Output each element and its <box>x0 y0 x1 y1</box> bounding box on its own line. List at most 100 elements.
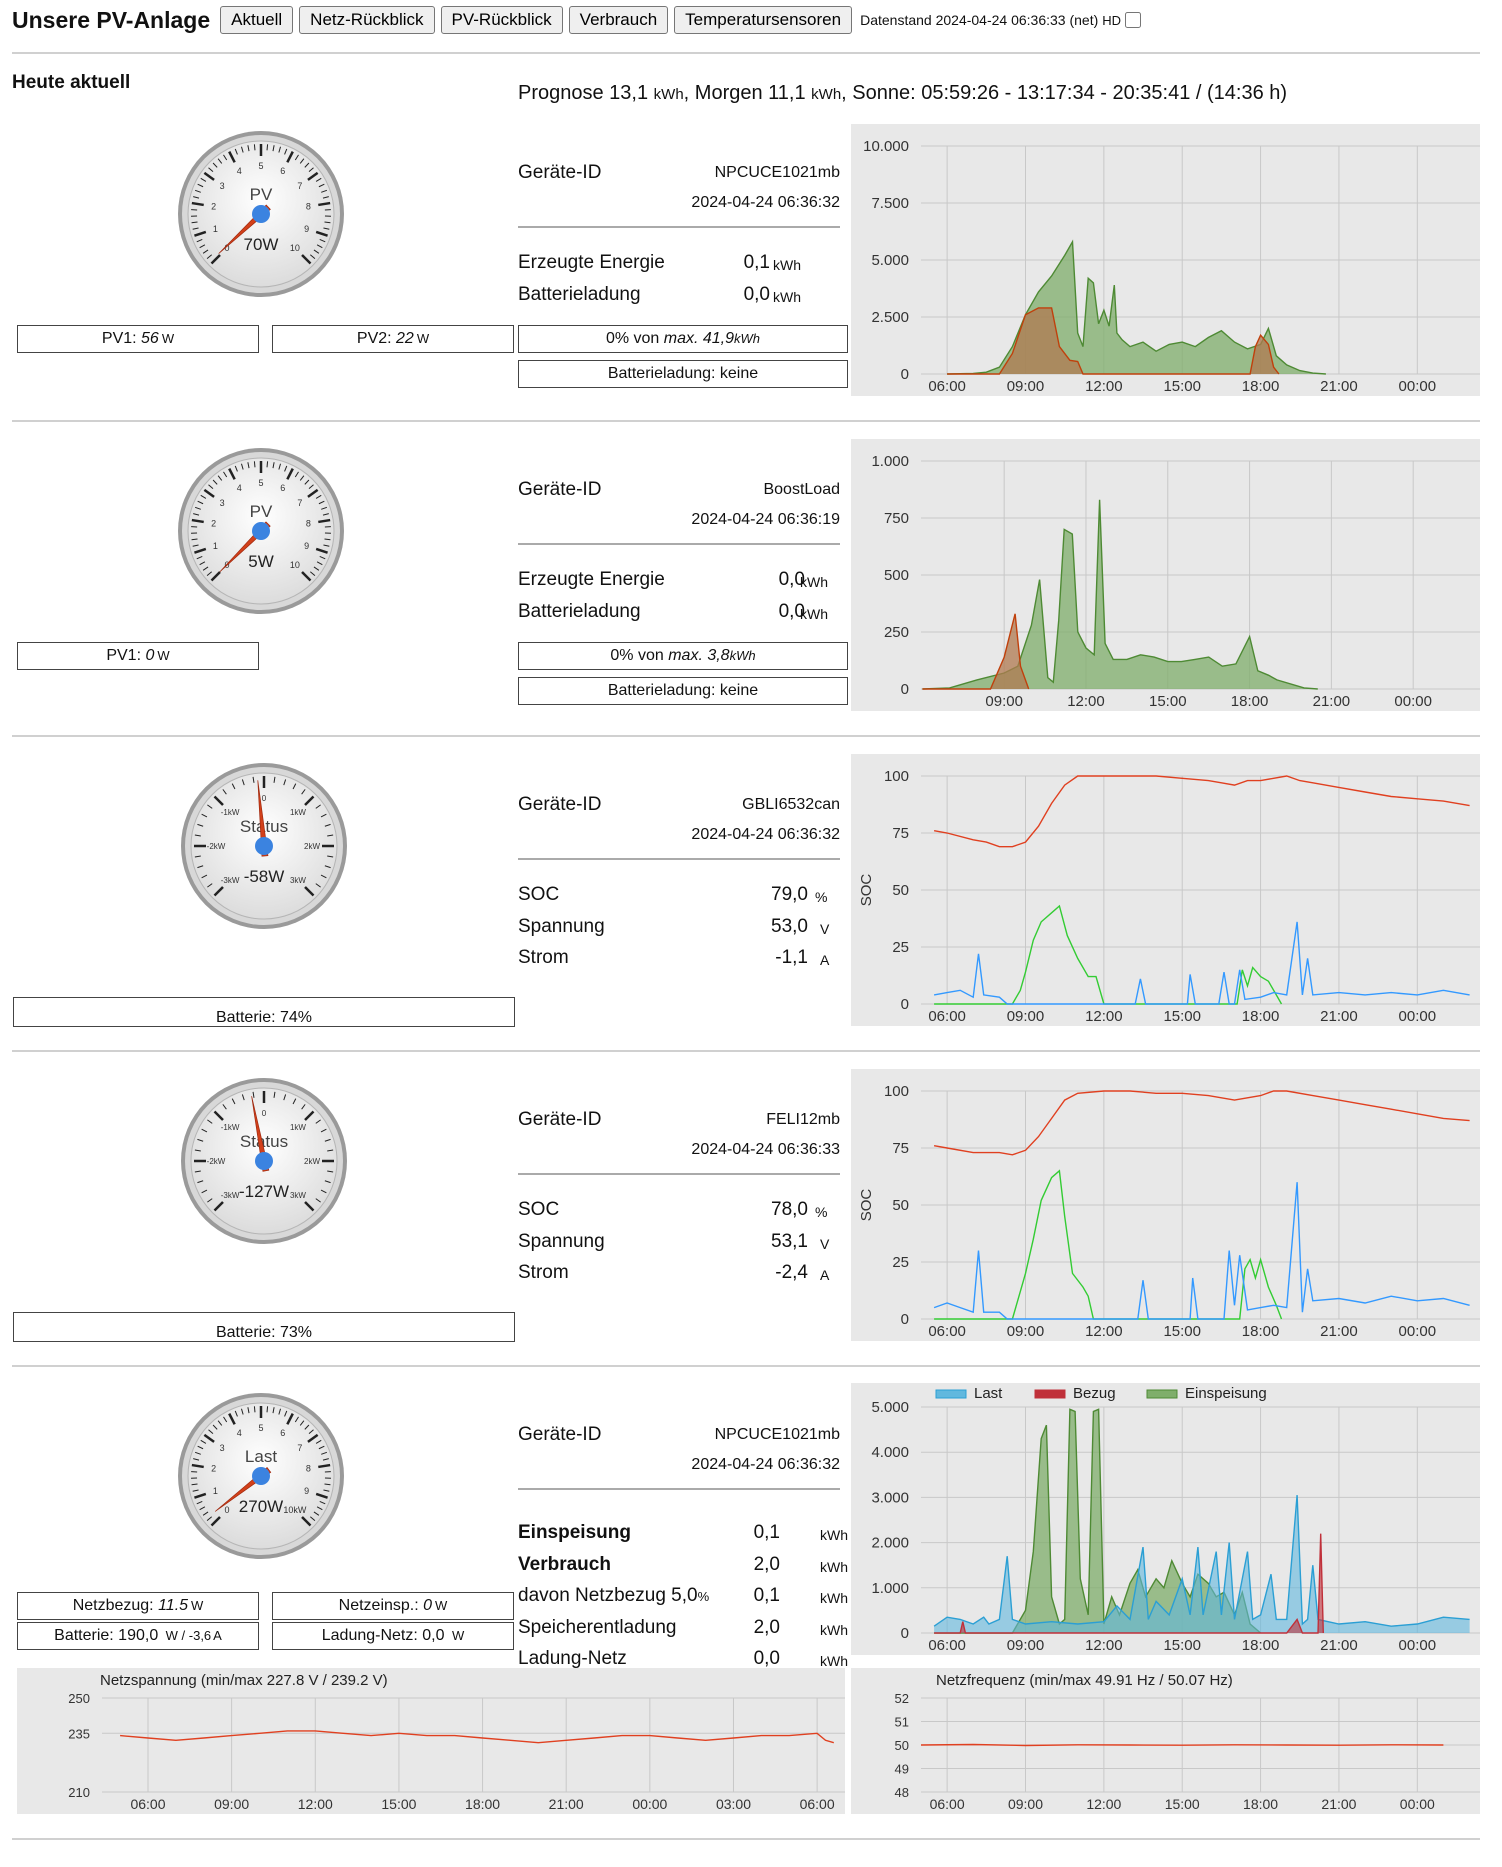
chart-x-tick-label: 15:00 <box>1165 1796 1200 1812</box>
device-id-label: Geräte-ID <box>518 1109 602 1130</box>
value-box: Ladung-Netz: 0,0 W <box>272 1622 514 1650</box>
device-id: GBLI6532can <box>742 796 840 813</box>
chart-y-axis-label: SOC <box>858 1189 875 1222</box>
info-divider <box>518 226 840 228</box>
gauge-tick <box>196 1500 203 1505</box>
chart-x-tick-label: 06:00 <box>928 378 966 395</box>
gauge-tick <box>191 1463 204 1469</box>
device-info: Geräte-ID GBLI6532can 2024-04-24 06:36:32 S… <box>518 794 840 1094</box>
gauge-tick-label: 1kW <box>290 1123 306 1132</box>
gauge-tick <box>197 1138 204 1142</box>
gauge-tick <box>253 1406 256 1413</box>
gauge-tick <box>316 561 323 566</box>
capacity-box-unit: kWh <box>734 331 761 346</box>
chart-x-tick-label: 09:00 <box>1007 1008 1045 1025</box>
gauge-tick <box>316 244 323 249</box>
gauge-tick <box>201 1189 208 1194</box>
chart-series-area <box>947 307 1279 374</box>
chart-series-line <box>934 904 1283 1005</box>
chart-series-line <box>920 1743 1444 1747</box>
nav-verbrauch-button[interactable]: Verbrauch <box>568 6 669 34</box>
gauge-tick <box>213 1110 224 1121</box>
nav-netz-rueckblick-button[interactable]: Netz-Rückblick <box>299 6 435 34</box>
gauge-value: 270W <box>239 1497 283 1516</box>
chart-y-tick-label: 1.000 <box>871 1580 909 1597</box>
chart-y-tick-label: 49 <box>895 1762 909 1777</box>
gauge-tick <box>194 1170 201 1173</box>
gauge-tick-label: -3kW <box>221 1191 240 1200</box>
info-row-value: 78,0 <box>771 1199 808 1220</box>
chart-x-tick-label: 09:00 <box>214 1796 249 1812</box>
gauge-tick <box>197 1180 204 1184</box>
gauge-tick <box>286 1413 294 1425</box>
chart-x-tick-label: 21:00 <box>549 1796 584 1812</box>
gauge-tick <box>284 148 288 155</box>
nav-pv-rueckblick-button[interactable]: PV-Rückblick <box>440 6 563 34</box>
hd-checkbox[interactable] <box>1125 12 1142 28</box>
info-row-value: -2,4 <box>775 1262 808 1283</box>
gauge-tick <box>206 571 213 577</box>
gauge-tick <box>228 1413 236 1425</box>
gauge-tick <box>324 865 331 869</box>
prognose-tail: , Sonne: 05:59:26 - 13:17:34 - 20:35:41 … <box>841 82 1288 104</box>
gauge-tick <box>191 518 204 524</box>
info-row-label: Einspeisung <box>518 1522 631 1544</box>
info-row-label: SOC <box>518 884 559 906</box>
gauge-tick <box>304 886 315 897</box>
chart-y-tick-label: 0 <box>901 366 909 383</box>
gauge-tick <box>321 506 328 510</box>
info-row-value: 0,1 <box>743 252 770 273</box>
chart-series-line <box>933 921 1470 1005</box>
value-box-unit: W <box>451 1628 465 1643</box>
device-id-label: Geräte-ID <box>518 162 602 183</box>
info-row-value: 53,0 <box>771 915 808 937</box>
chart-x-tick-label: 15:00 <box>1163 1323 1201 1340</box>
gauge-tick <box>253 144 256 151</box>
nav-temperatursensoren-button[interactable]: Temperatursensoren <box>674 6 853 34</box>
chart-y-tick-label: 4.000 <box>871 1444 909 1461</box>
gauge-tick <box>299 158 305 164</box>
gauge-tick <box>223 154 228 161</box>
chart-x-tick-label: 15:00 <box>381 1796 416 1812</box>
hd-label: HD <box>1102 12 1122 28</box>
gauge-tick <box>223 1416 228 1423</box>
device-id-label: Geräte-ID <box>518 794 602 815</box>
gauge-tick <box>231 1098 236 1105</box>
gauge-tick <box>318 1445 325 1450</box>
gauge-tick <box>294 154 299 161</box>
chart-x-tick-label: 12:00 <box>1085 378 1123 395</box>
gauge-tick <box>192 227 199 230</box>
chart-series-line <box>934 1533 1324 1634</box>
gauge-tick-label: 0 <box>262 1109 267 1118</box>
chart: 0 250 500 750 1.000 09:00 12:00 15:00 18:00 21:00… <box>851 439 1480 711</box>
battery-charge-box: Batterieladung: keine <box>518 360 848 388</box>
chart-title: Netzspannung (min/max 227.8 V / 239.2 V) <box>100 1672 388 1689</box>
info-row-label-text: SOC <box>518 1199 560 1220</box>
chart-x-tick-label: 18:00 <box>1242 1637 1280 1654</box>
gauge-tick <box>192 1489 199 1492</box>
info-row-value: 53,1 <box>771 1230 808 1252</box>
chart-series-line <box>947 307 1280 375</box>
device-id: NPCUCE1021mb <box>714 164 840 181</box>
gauge-tick <box>194 1451 201 1455</box>
nav-aktuell-button[interactable]: Aktuell <box>220 6 294 34</box>
chart-y-tick-label: 0 <box>901 996 909 1013</box>
chart-y-tick-label: 75 <box>892 1140 909 1157</box>
gauge-tick-label: 4 <box>237 483 242 493</box>
chart-x-tick-label: 00:00 <box>1399 1323 1437 1340</box>
chart-x-tick-label: 06:00 <box>928 1323 966 1340</box>
gauge-tick <box>316 1506 323 1511</box>
info-row-label-text: Speicherentladung <box>518 1616 677 1638</box>
gauge-tick <box>200 1439 207 1444</box>
gauge-tick <box>324 1483 331 1486</box>
gauge-tick <box>208 1429 214 1435</box>
gauge-tick-label: 9 <box>304 1486 309 1496</box>
gauge-tick <box>324 1138 331 1142</box>
gauge-tick <box>202 249 209 254</box>
gauge-tick <box>304 479 310 485</box>
gauge-tick <box>301 1516 312 1527</box>
device-info: Geräte-ID NPCUCE1021mb 2024-04-24 06:36:32… <box>518 1424 848 1724</box>
chart-x-tick-label: 09:00 <box>985 693 1023 710</box>
gauge-tick <box>318 201 331 207</box>
prognose-text: Prognose 13,1 kWh, Morgen 11,1 kWh, Sonn… <box>518 82 1287 105</box>
